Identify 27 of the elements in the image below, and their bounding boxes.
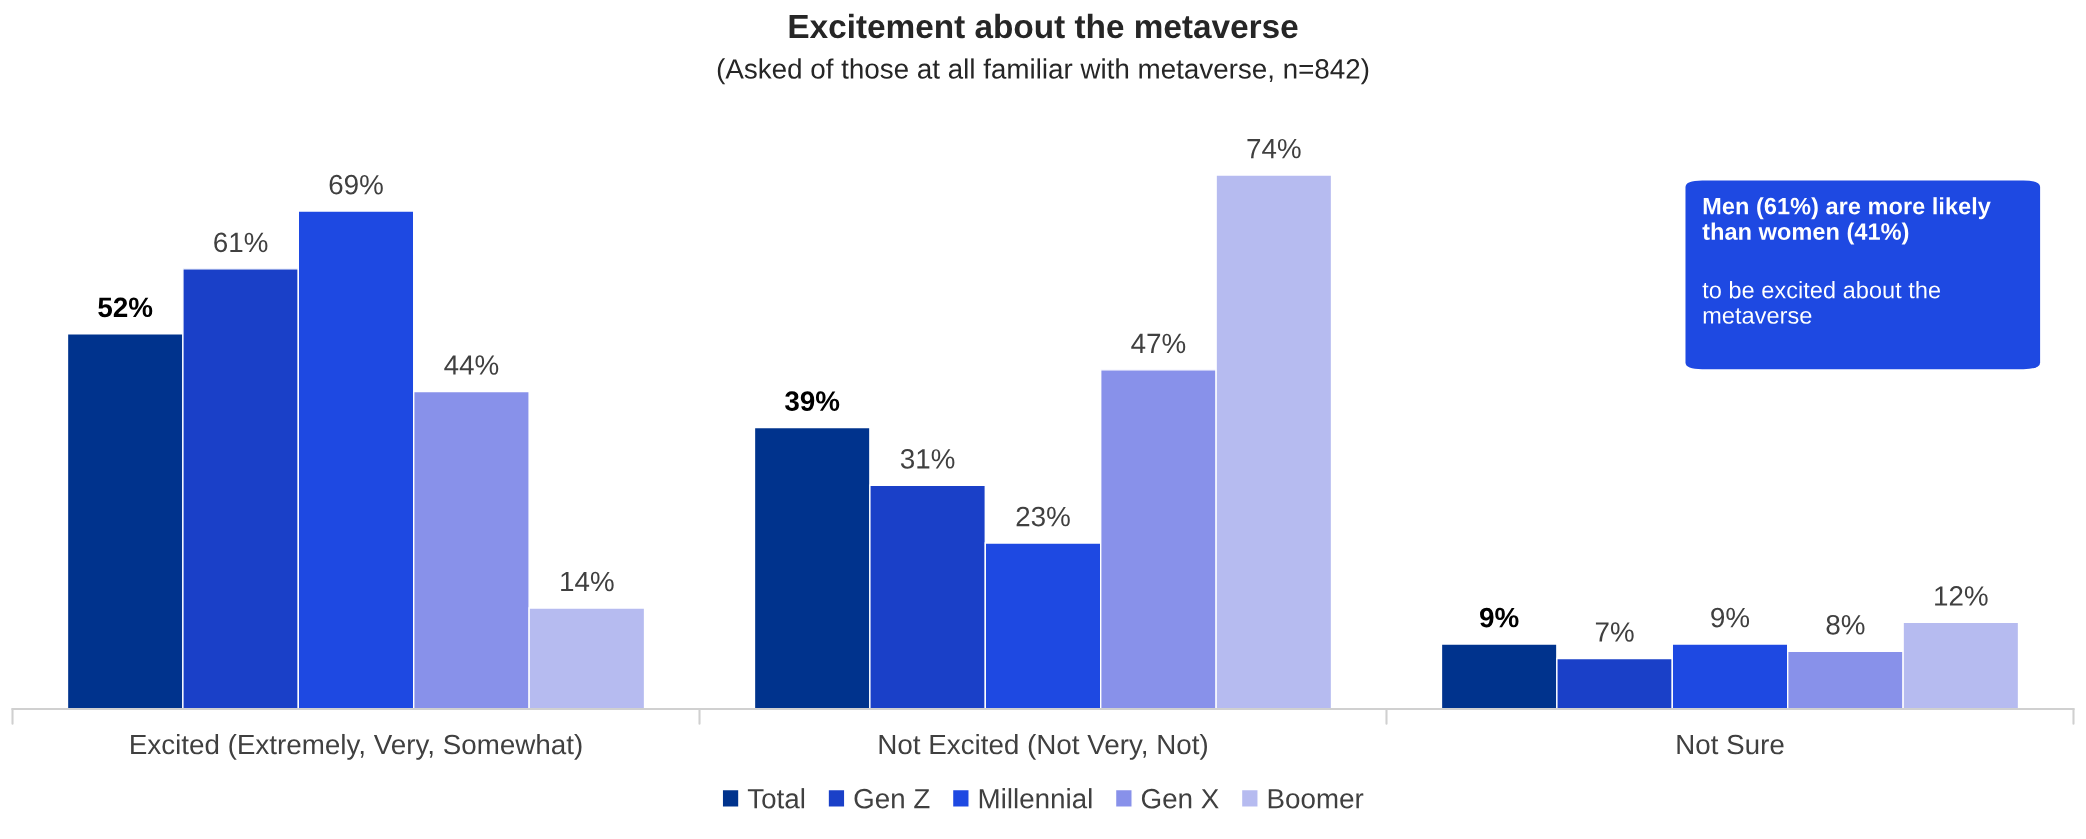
legend-label: Boomer [1268, 789, 1364, 809]
data-label: 61% [214, 232, 268, 253]
chart-subtitle: (Asked of those at all familiar with metaverse, n=842) [717, 58, 1369, 85]
data-label: 7% [1595, 622, 1634, 642]
data-label: 69% [329, 174, 383, 195]
data-label: 52% [98, 297, 153, 318]
data-label: 14% [561, 571, 614, 592]
data-label: 8% [1826, 614, 1865, 635]
data-label: 23% [1016, 506, 1070, 527]
x-tick-label: Excited (Extremely, Very, Somewhat) [131, 733, 582, 760]
x-tick-label: Not Sure [1677, 734, 1784, 755]
legend-label: Millennial [979, 788, 1092, 809]
data-label: 31% [900, 449, 955, 469]
data-label: 9% [1480, 607, 1519, 628]
chart-title: Excitement about the metaverse [789, 13, 1298, 39]
data-label: 9% [1711, 607, 1750, 628]
annotation: to be excited about the metaverse [1702, 281, 1941, 324]
data-label: 12% [1935, 586, 1988, 606]
legend-label: Gen X [1141, 788, 1219, 809]
data-label: 39% [785, 391, 840, 412]
data-label: 44% [444, 355, 499, 375]
legend-label: Total [747, 788, 805, 809]
legend-label: Gen Z [854, 788, 930, 809]
annotation: Men (61%) are more likely than women (41%) [1702, 197, 1991, 245]
data-label: 74% [1247, 138, 1301, 159]
data-label: 47% [1131, 333, 1186, 354]
x-tick-label: Not Excited (Not Very, Not) [879, 733, 1207, 760]
